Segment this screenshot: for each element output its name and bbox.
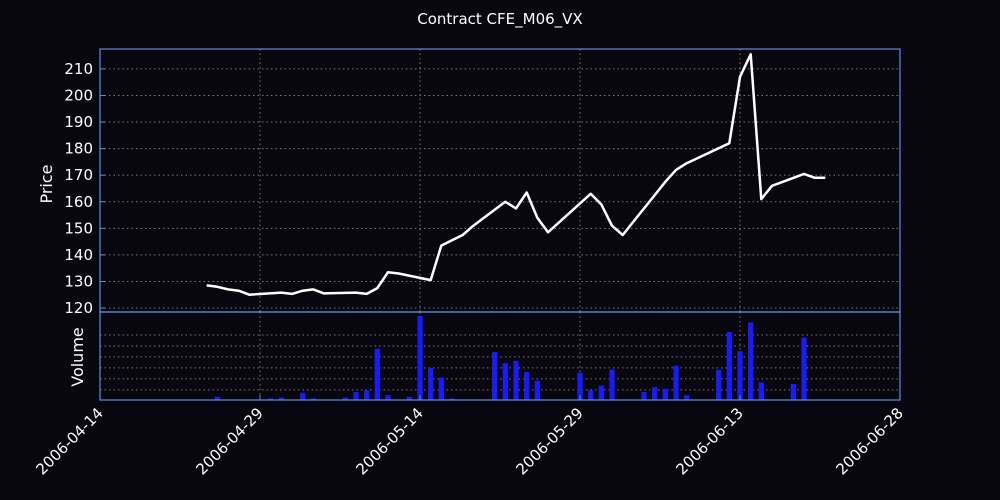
volume-panel xyxy=(99,311,901,401)
volume-panel-frame xyxy=(99,311,901,401)
volume-bar xyxy=(438,377,444,400)
price-series-line xyxy=(206,53,826,296)
volume-bar xyxy=(268,398,274,400)
chart-title: Contract CFE_M06_VX xyxy=(417,10,582,29)
volume-bar xyxy=(428,368,434,400)
price-y-tick-label: 190 xyxy=(64,113,93,131)
x-tick-label: 2006-06-28 xyxy=(832,404,906,478)
price-panel-frame xyxy=(99,48,901,313)
volume-bar xyxy=(364,390,370,400)
volume-bar xyxy=(748,322,754,400)
volume-bar xyxy=(406,396,412,400)
volume-bar xyxy=(417,316,423,400)
volume-bar xyxy=(214,396,220,400)
price-y-tick-label: 180 xyxy=(64,140,93,158)
volume-bar xyxy=(652,387,658,400)
volume-bar xyxy=(598,385,604,400)
x-tick-label: 2006-04-14 xyxy=(32,404,106,478)
volume-bar xyxy=(758,382,764,400)
price-axis-label: Price xyxy=(37,164,56,203)
volume-bar xyxy=(577,372,583,400)
volume-bar xyxy=(716,369,722,400)
volume-bar xyxy=(662,388,668,400)
price-y-tick-label: 200 xyxy=(64,86,93,104)
x-tick-label: 2006-05-14 xyxy=(352,404,426,478)
x-tick-label: 2006-06-13 xyxy=(672,404,746,478)
price-y-tick-label: 130 xyxy=(64,272,93,290)
price-y-tick-label: 120 xyxy=(64,299,93,317)
volume-bar xyxy=(492,352,498,400)
volume-bar xyxy=(310,398,316,400)
volume-bar xyxy=(513,360,519,400)
volume-bar xyxy=(278,397,284,400)
x-tick-label: 2006-05-29 xyxy=(512,404,586,478)
volume-bar xyxy=(502,363,508,400)
price-panel: 120 130 140 150 160 170 180 190 200 210 xyxy=(64,48,901,317)
x-tick-label: 2006-04-29 xyxy=(192,404,266,478)
volume-bar xyxy=(790,384,796,400)
price-y-tick-label: 170 xyxy=(64,166,93,184)
price-y-tick-label: 160 xyxy=(64,193,93,211)
volume-axis-label: Volume xyxy=(68,327,87,387)
volume-bar xyxy=(673,365,679,400)
volume-bar xyxy=(374,348,380,400)
x-axis: 2006-04-14 2006-04-29 2006-05-14 2006-05-29… xyxy=(32,395,907,478)
volume-bar xyxy=(342,397,348,400)
volume-bar xyxy=(449,398,455,400)
volume-bar xyxy=(385,395,391,400)
volume-bar xyxy=(524,372,530,400)
price-y-tick-label: 150 xyxy=(64,219,93,237)
volume-bar xyxy=(353,392,359,400)
volume-bar xyxy=(588,390,594,400)
volume-bar xyxy=(300,392,306,400)
price-y-tick-label: 140 xyxy=(64,246,93,264)
price-y-tick-label: 210 xyxy=(64,60,93,78)
volume-bar xyxy=(737,351,743,400)
volume-bar xyxy=(684,395,690,400)
volume-bar xyxy=(726,332,732,400)
volume-bar xyxy=(641,392,647,400)
volume-bar xyxy=(801,337,807,400)
volume-bar xyxy=(534,380,540,400)
volume-bar xyxy=(609,369,615,400)
